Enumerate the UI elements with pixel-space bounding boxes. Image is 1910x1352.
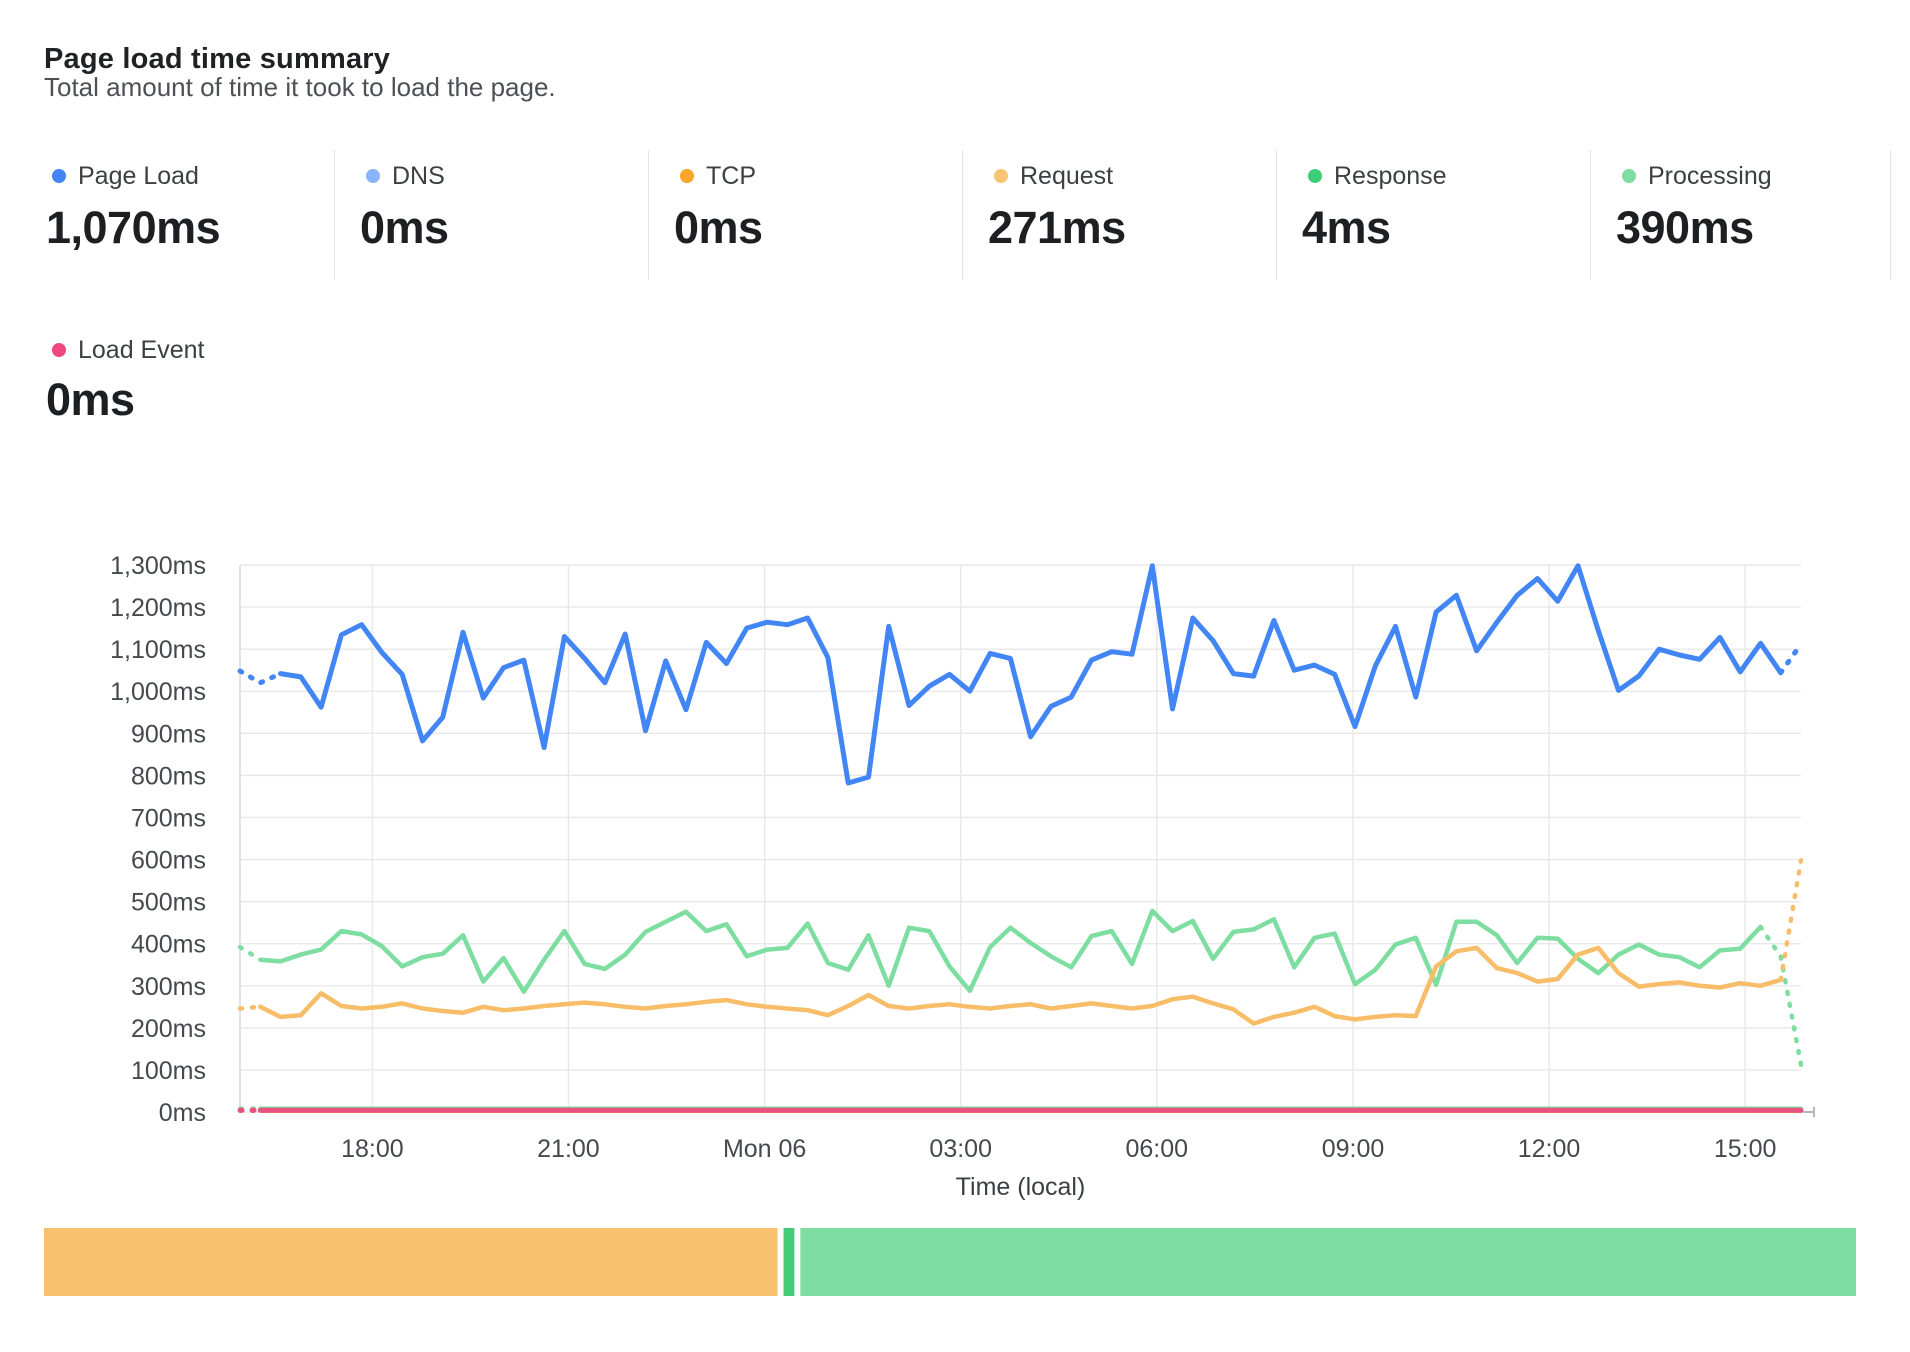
y-axis-tick-label: 200ms <box>131 1015 206 1043</box>
stat-label: DNS <box>392 161 445 190</box>
bar-segment-response <box>783 1228 795 1296</box>
stat-load-event: Load Event 0ms <box>46 336 205 426</box>
x-axis-tick-label: 21:00 <box>537 1135 600 1163</box>
page-subtitle: Total amount of time it took to load the… <box>44 72 556 102</box>
stat-label: Processing <box>1648 161 1772 190</box>
x-axis-tick-label: Mon 06 <box>723 1135 806 1163</box>
gridlines: 0ms 100ms 200ms 300ms 400ms 500ms 600ms 700ms 80… <box>110 552 1801 1163</box>
y-axis-tick-label: 0ms <box>159 1099 206 1127</box>
stat-page-load: Page Load 1,070ms <box>46 161 221 254</box>
stat-request: Request 271ms <box>988 162 1126 254</box>
processing-legend-dot <box>1622 169 1636 183</box>
y-axis-tick-label: 1,300ms <box>110 552 206 580</box>
x-axis-title: Time (local) <box>956 1173 1086 1201</box>
stat-value: 0ms <box>46 374 135 425</box>
stat-value: 390ms <box>1616 202 1754 253</box>
request-legend-dot <box>994 169 1008 183</box>
stat-value: 0ms <box>360 202 449 253</box>
y-axis-tick-label: 400ms <box>131 931 206 959</box>
y-axis-tick-label: 1,000ms <box>110 678 206 706</box>
load-time-breakdown-bar <box>44 1228 1857 1296</box>
y-axis-tick-label: 900ms <box>131 720 206 748</box>
stat-response: Response 4ms <box>1302 162 1447 254</box>
x-axis-tick-label: 06:00 <box>1125 1135 1188 1163</box>
stat-value: 271ms <box>988 202 1126 253</box>
stat-label: TCP <box>706 161 756 190</box>
stats-divider <box>648 150 649 280</box>
stat-label: Page Load <box>78 161 199 190</box>
request-line <box>237 858 1804 1026</box>
stats-divider <box>1276 150 1277 280</box>
y-axis-tick-label: 500ms <box>131 889 206 917</box>
y-axis-tick-label: 600ms <box>131 847 206 875</box>
page-load-legend-dot <box>52 169 66 183</box>
stat-value: 0ms <box>674 202 763 253</box>
stat-label: Response <box>1334 161 1447 190</box>
stat-processing: Processing 390ms <box>1616 162 1772 254</box>
bar-segment-processing <box>800 1228 1857 1296</box>
load-event-legend-dot <box>52 343 66 357</box>
stat-label: Load Event <box>78 335 205 364</box>
stat-tcp: TCP 0ms <box>674 162 763 254</box>
y-axis-tick-label: 700ms <box>131 804 206 832</box>
stat-dns: DNS 0ms <box>360 162 449 254</box>
stats-divider <box>962 150 963 280</box>
tcp-legend-dot <box>680 169 694 183</box>
y-axis-tick-label: 1,200ms <box>110 594 206 622</box>
y-axis-tick-label: 300ms <box>131 973 206 1001</box>
bar-segment-request <box>44 1228 778 1296</box>
y-axis-tick-label: 800ms <box>131 762 206 790</box>
x-axis-tick-label: 15:00 <box>1714 1135 1777 1163</box>
stat-label: Request <box>1020 161 1114 190</box>
stat-value: 1,070ms <box>46 202 221 253</box>
x-axis-tick-label: 18:00 <box>341 1135 404 1163</box>
y-axis-tick-label: 100ms <box>131 1057 206 1085</box>
processing-line <box>237 908 1804 1068</box>
stats-divider <box>334 150 335 280</box>
x-axis-tick-label: 12:00 <box>1518 1135 1581 1163</box>
page-title: Page load time summary <box>44 43 391 76</box>
stats-divider <box>1890 150 1891 280</box>
response-legend-dot <box>1308 169 1322 183</box>
y-axis-tick-label: 1,100ms <box>110 636 206 664</box>
x-axis-tick-label: 09:00 <box>1322 1135 1385 1163</box>
stat-value: 4ms <box>1302 202 1391 253</box>
page-load-line <box>237 563 1804 786</box>
x-axis-tick-label: 03:00 <box>929 1135 992 1163</box>
dns-legend-dot <box>366 169 380 183</box>
stats-divider <box>1590 150 1591 280</box>
